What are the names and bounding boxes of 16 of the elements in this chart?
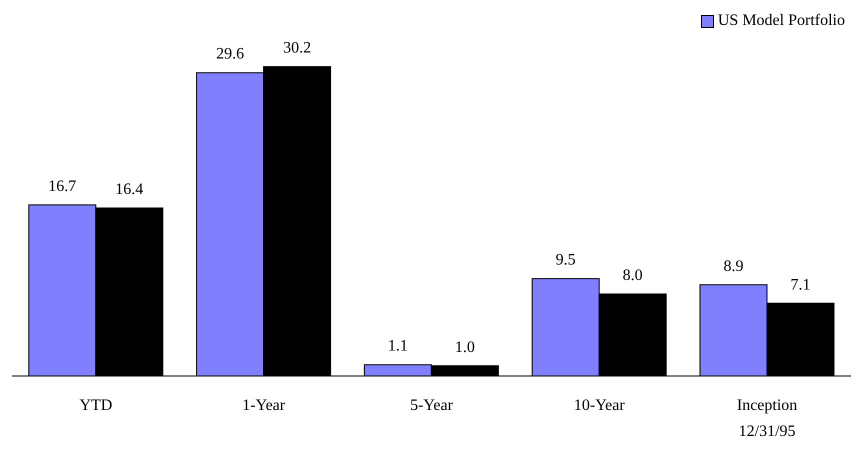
x-tick-label: YTD [79, 397, 112, 414]
legend-label: US Model Portfolio [718, 12, 845, 30]
data-label: 9.5 [556, 252, 576, 269]
x-tick-label: 5-Year [410, 397, 454, 414]
data-label: 16.7 [48, 178, 76, 195]
data-label: 8.0 [622, 267, 643, 284]
x-tick-label: Inception 12/31/95 [736, 397, 798, 440]
data-label: 7.1 [790, 276, 810, 294]
x-tick-label: 10-Year [574, 397, 626, 414]
data-label: 29.6 [216, 46, 244, 63]
data-label: 30.2 [283, 40, 312, 57]
data-label: 8.9 [723, 258, 744, 275]
x-tick-label: 1-Year [242, 397, 286, 414]
data-label: 1.0 [454, 338, 475, 356]
data-label: 1.1 [388, 338, 408, 355]
data-label: 16.4 [115, 180, 144, 198]
